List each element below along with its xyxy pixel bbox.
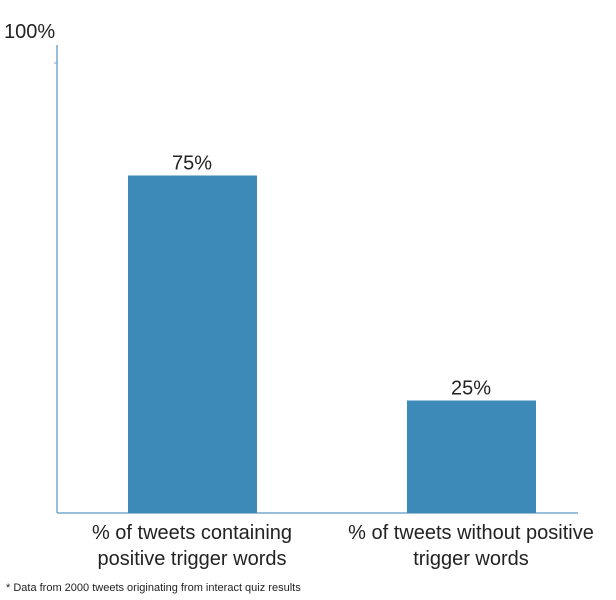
x-tick-label: % of tweets containing positive trigger …: [91, 522, 293, 570]
footnote: * Data from 2000 tweets originating from…: [6, 582, 301, 594]
y-tick-label: 100%: [4, 21, 55, 43]
bar: [128, 175, 257, 513]
value-label: 75%: [172, 153, 212, 175]
bar: [407, 400, 536, 513]
value-label: 25%: [451, 378, 491, 400]
x-tick-label: % of tweets without positive trigger wor…: [348, 522, 594, 570]
